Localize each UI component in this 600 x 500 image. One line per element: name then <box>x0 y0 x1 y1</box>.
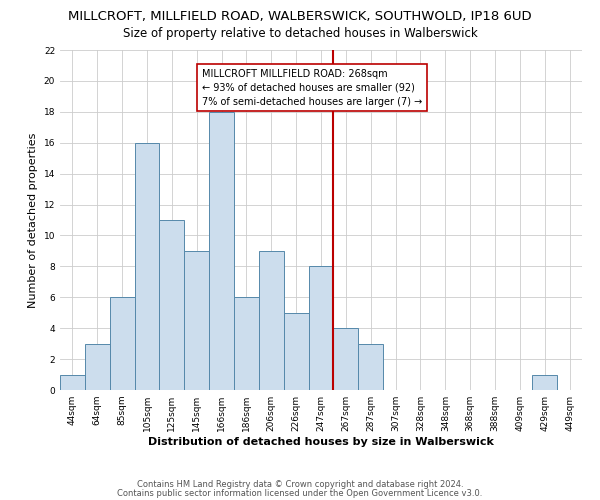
Bar <box>259 251 284 390</box>
Bar <box>60 374 85 390</box>
Bar <box>284 312 308 390</box>
Text: Contains public sector information licensed under the Open Government Licence v3: Contains public sector information licen… <box>118 489 482 498</box>
Bar <box>209 112 234 390</box>
Bar <box>184 251 209 390</box>
Bar <box>234 298 259 390</box>
Bar <box>134 142 160 390</box>
Bar <box>160 220 184 390</box>
Bar <box>532 374 557 390</box>
Text: MILLCROFT, MILLFIELD ROAD, WALBERSWICK, SOUTHWOLD, IP18 6UD: MILLCROFT, MILLFIELD ROAD, WALBERSWICK, … <box>68 10 532 23</box>
X-axis label: Distribution of detached houses by size in Walberswick: Distribution of detached houses by size … <box>148 437 494 447</box>
Bar <box>358 344 383 390</box>
Bar <box>110 298 134 390</box>
Text: Size of property relative to detached houses in Walberswick: Size of property relative to detached ho… <box>122 28 478 40</box>
Text: MILLCROFT MILLFIELD ROAD: 268sqm
← 93% of detached houses are smaller (92)
7% of: MILLCROFT MILLFIELD ROAD: 268sqm ← 93% o… <box>202 68 422 106</box>
Bar <box>308 266 334 390</box>
Y-axis label: Number of detached properties: Number of detached properties <box>28 132 38 308</box>
Bar <box>334 328 358 390</box>
Bar <box>85 344 110 390</box>
Text: Contains HM Land Registry data © Crown copyright and database right 2024.: Contains HM Land Registry data © Crown c… <box>137 480 463 489</box>
